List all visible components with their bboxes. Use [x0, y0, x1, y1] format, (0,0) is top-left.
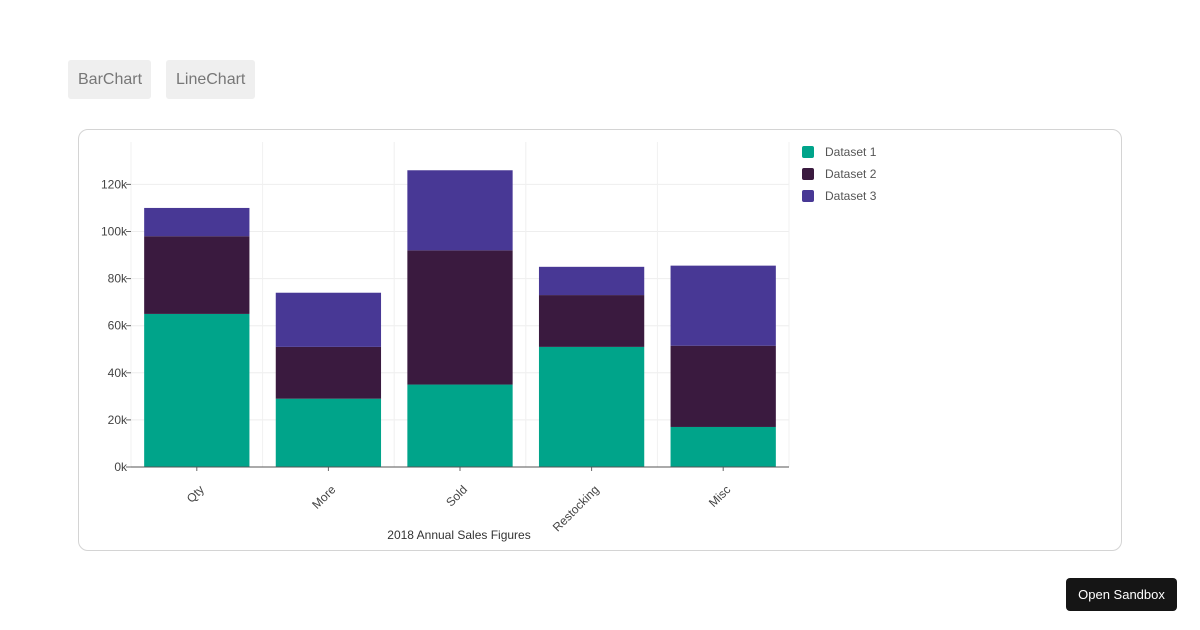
- y-tick-label: 100k: [101, 224, 128, 238]
- x-tick-label-qty: Qty: [184, 483, 207, 506]
- bar-more-dataset-3: [275, 292, 382, 347]
- legend-label-dataset-3: Dataset 3: [825, 189, 877, 203]
- y-tick-label: 20k: [108, 413, 128, 427]
- legend: Dataset 1 Dataset 2 Dataset 3: [802, 145, 877, 203]
- bar-more-dataset-1: [275, 398, 382, 467]
- open-sandbox-button[interactable]: Open Sandbox: [1066, 578, 1177, 611]
- legend-swatch-dataset-2: [802, 168, 814, 180]
- bar-restocking-dataset-3: [538, 266, 645, 296]
- x-tick-label-sold: Sold: [443, 483, 470, 510]
- bar-qty-dataset-3: [144, 207, 250, 237]
- legend-label-dataset-1: Dataset 1: [825, 145, 877, 159]
- bar-qty-dataset-2: [144, 236, 250, 314]
- bars-layer: [144, 170, 776, 467]
- bar-misc-dataset-1: [670, 426, 776, 467]
- bar-more-dataset-2: [275, 346, 382, 399]
- barchart-tab-button[interactable]: BarChart: [68, 60, 151, 99]
- axis-layer: 0k 20k 40k 60k 80k 100k 120k Qty More Sold Restock…: [101, 177, 789, 534]
- bar-qty-dataset-1: [144, 313, 250, 467]
- bar-misc-dataset-2: [670, 345, 776, 427]
- y-tick-label: 80k: [108, 272, 128, 286]
- y-tick-label: 0k: [114, 460, 128, 474]
- x-tick-label-restocking: Restocking: [550, 483, 602, 535]
- y-tick-label: 40k: [108, 366, 128, 380]
- bar-sold-dataset-2: [407, 250, 513, 385]
- x-tick-label-more: More: [309, 482, 338, 511]
- linechart-tab-button[interactable]: LineChart: [166, 60, 255, 99]
- x-tick-label-misc: Misc: [706, 483, 733, 510]
- bar-sold-dataset-1: [407, 384, 513, 467]
- legend-swatch-dataset-1: [802, 146, 814, 158]
- y-tick-label: 60k: [108, 319, 128, 333]
- legend-swatch-dataset-3: [802, 190, 814, 202]
- bar-restocking-dataset-2: [538, 295, 645, 347]
- x-axis-title: 2018 Annual Sales Figures: [387, 528, 530, 542]
- y-tick-label: 120k: [101, 177, 128, 191]
- stacked-bar-chart: 0k 20k 40k 60k 80k 100k 120k Qty More Sold Restock…: [101, 142, 877, 542]
- bar-restocking-dataset-1: [538, 346, 645, 467]
- chart-card: 0k 20k 40k 60k 80k 100k 120k Qty More Sold Restock…: [78, 129, 1122, 551]
- bar-misc-dataset-3: [670, 265, 776, 346]
- legend-label-dataset-2: Dataset 2: [825, 167, 877, 181]
- bar-sold-dataset-3: [407, 170, 513, 251]
